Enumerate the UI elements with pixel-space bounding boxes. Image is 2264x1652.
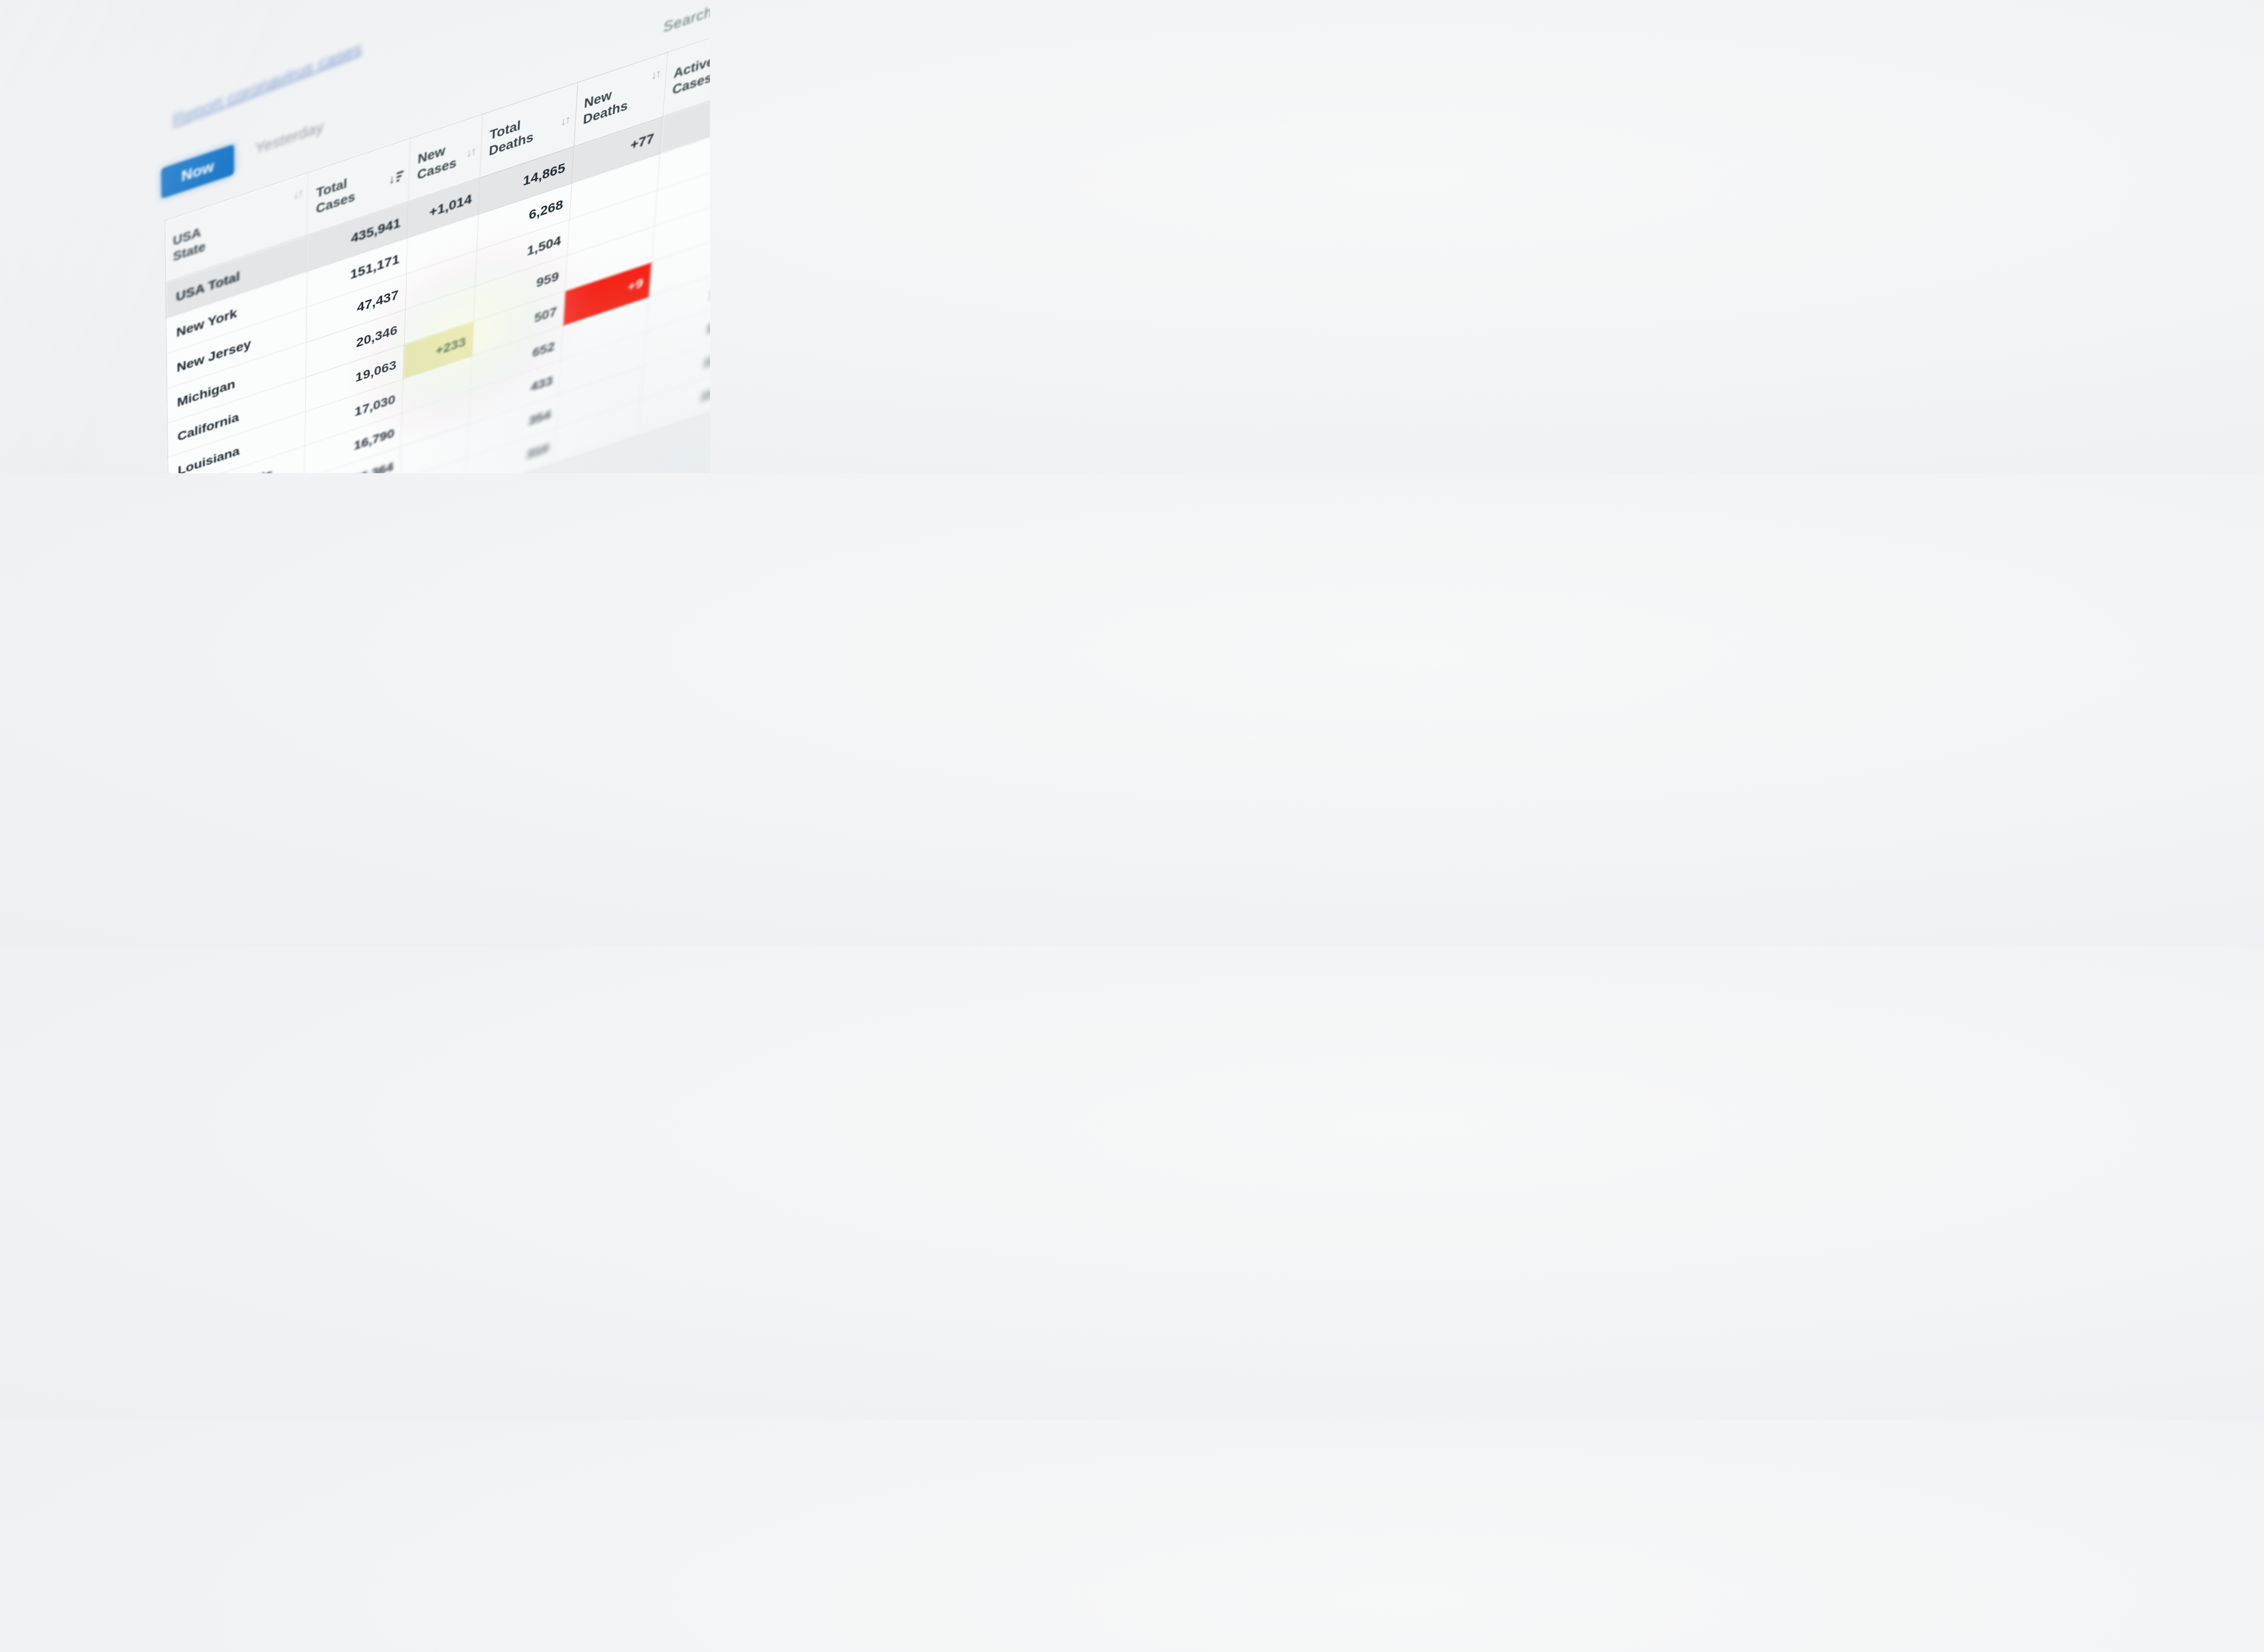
sort-icon: [651, 65, 661, 85]
sort-icon: [293, 185, 302, 204]
sort-icon: [560, 111, 570, 130]
sort-icon: [466, 143, 475, 162]
now-tab-button[interactable]: Now: [161, 144, 235, 199]
now-tab-label: Now: [181, 157, 214, 185]
search-label: Search:: [663, 2, 710, 36]
photographed-screen: Report coronavirus cases Now Yesterday S…: [0, 0, 710, 473]
yesterday-tab[interactable]: Yesterday: [255, 118, 324, 158]
